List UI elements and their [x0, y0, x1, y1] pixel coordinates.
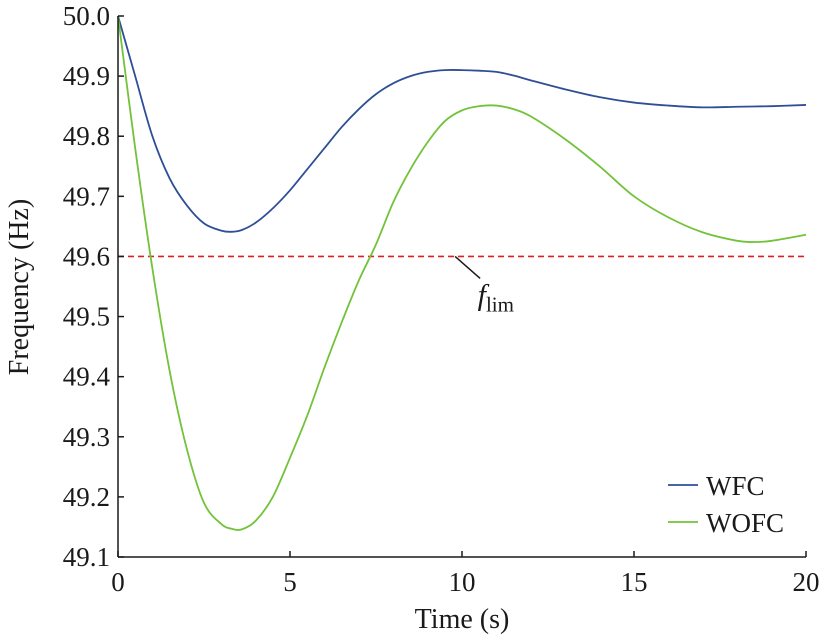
x-tick-label-5: 5: [283, 567, 297, 597]
x-tick-label-20: 20: [793, 567, 820, 597]
y-axis-title: Frequency (Hz): [4, 199, 35, 375]
legend: WFC WOFC: [668, 471, 784, 538]
y-tick-label-49.7: 49.7: [63, 181, 110, 211]
x-tick-label-10: 10: [449, 567, 476, 597]
flim-label-sub: lim: [486, 293, 514, 317]
x-tick-label-15: 15: [621, 567, 648, 597]
y-tick-label-50.0: 50.0: [63, 1, 110, 31]
legend-label-wofc: WOFC: [706, 508, 784, 538]
flim-label: flim: [478, 279, 514, 317]
plot-area: 0 5 10 15 20 49.1 49.2 49.3 49.4 49.5 49.6 49.7 49.8…: [63, 1, 820, 597]
y-tick-label-49.3: 49.3: [63, 422, 110, 452]
y-tick-label-49.6: 49.6: [63, 241, 110, 271]
x-axis-title: Time (s): [415, 604, 510, 635]
flim-annotation: flim: [454, 255, 514, 317]
series-line-wofc: [117, 15, 807, 531]
series-line-wfc: [117, 15, 807, 233]
flim-leader-line: [454, 255, 481, 280]
y-tick-label-49.4: 49.4: [63, 362, 111, 392]
y-tick-label-49.9: 49.9: [63, 61, 110, 91]
legend-label-wfc: WFC: [706, 471, 765, 501]
y-tick-label-49.5: 49.5: [63, 302, 110, 332]
y-tick-label-49.1: 49.1: [63, 542, 110, 572]
y-tick-label-49.8: 49.8: [63, 121, 110, 151]
y-tick-label-49.2: 49.2: [63, 482, 110, 512]
x-tick-label-0: 0: [111, 567, 125, 597]
